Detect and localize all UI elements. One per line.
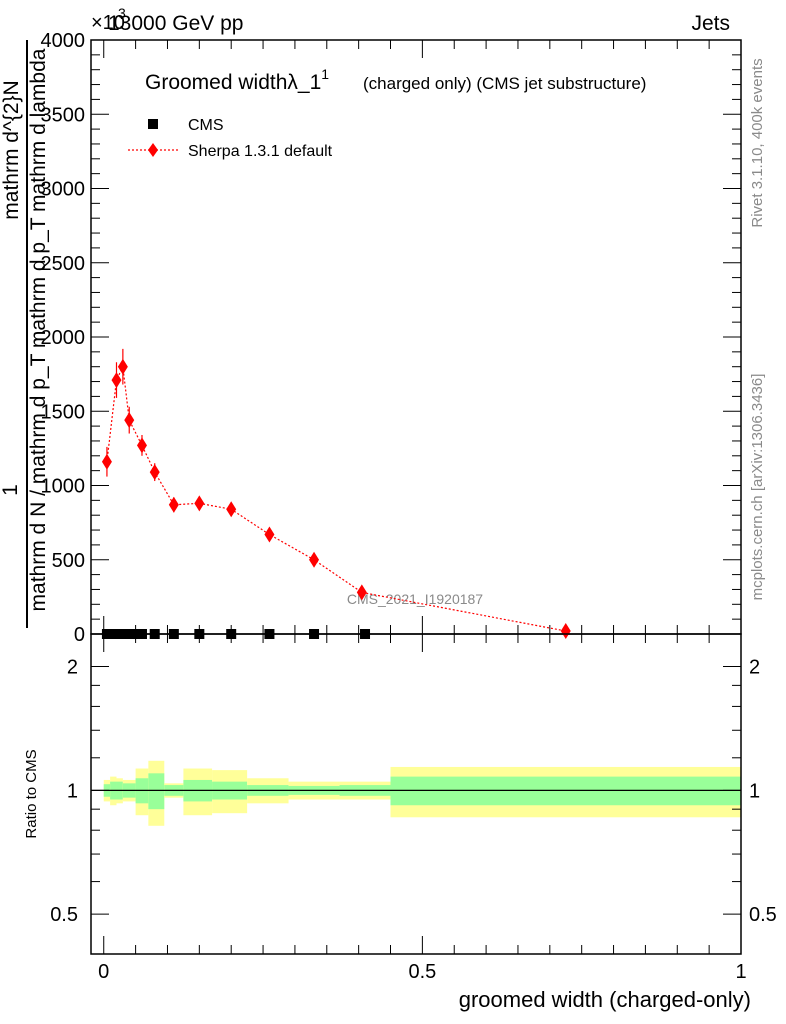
legend-diamond-marker <box>148 143 158 157</box>
ratio-y-axis: 0.5 0.5 1 1 2 2 <box>50 657 777 927</box>
ratio-ytick-label-right: 0.5 <box>749 904 777 926</box>
ratio-ytick-label-right: 2 <box>749 657 760 679</box>
legend-label-sherpa: Sherpa 1.3.1 default <box>188 143 333 160</box>
ratio-ylabel: Ratio to CMS <box>23 749 40 838</box>
main-ytick-label: 1500 <box>41 401 86 423</box>
legend-entry-cms: CMS <box>148 117 224 134</box>
exponent-prefix: ×10 <box>91 12 125 34</box>
main-ytick-label: 2000 <box>41 327 86 349</box>
ratio-band-inner <box>148 773 165 810</box>
main-ytick-label: 2500 <box>41 253 86 275</box>
ylabel-numerator: mathrm d^{2}N <box>0 80 23 219</box>
main-ytick-label: 500 <box>52 550 85 572</box>
main-panel: 0 500 1000 1500 2000 2500 3000 3500 4000 CMS_202… <box>41 30 742 646</box>
sherpa-data-point <box>111 372 122 389</box>
mcplots-credit-label: mcplots.cern.ch [arXiv:1306.3436] <box>749 374 766 601</box>
sherpa-data-point <box>101 453 112 470</box>
sherpa-data-point <box>264 526 275 543</box>
sherpa-data-point <box>149 464 160 481</box>
sherpa-data-point <box>560 623 571 640</box>
legend-square-marker <box>148 119 158 129</box>
main-y-axis: 0 500 1000 1500 2000 2500 3000 3500 4000 <box>41 30 741 646</box>
sherpa-data-point <box>168 496 179 513</box>
ylabel-prefix: 1 <box>0 484 22 496</box>
sherpa-data-point <box>226 501 237 518</box>
main-ylabel: 1 mathrm d^{2}N mathrm d N / mathrm d p_… <box>0 40 50 628</box>
legend-label-cms: CMS <box>188 117 224 134</box>
ratio-ytick-label: 0.5 <box>50 904 78 926</box>
ratio-ytick-label: 1 <box>67 780 78 802</box>
legend-entry-sherpa: Sherpa 1.3.1 default <box>128 143 333 160</box>
ratio-ytick-label-right: 1 <box>749 780 760 802</box>
sherpa-data-point <box>117 358 128 375</box>
rivet-version-label: Rivet 3.1.10, 400k events <box>749 58 766 227</box>
main-ytick-label: 1000 <box>41 476 86 498</box>
main-ytick-label: 0 <box>74 624 85 646</box>
ratio-frame <box>90 633 742 955</box>
chart-title: Groomed widthλ_11 <box>145 66 329 94</box>
main-ytick-label: 3000 <box>41 179 86 201</box>
chart-subtitle: (charged only) (CMS jet substructure) <box>363 74 646 93</box>
sherpa-data-point <box>194 495 205 512</box>
ylabel-denominator: mathrm d N / mathrm d p_T mathrm d p_T m… <box>27 48 50 611</box>
sherpa-data-point <box>136 437 147 454</box>
main-ytick-label: 3500 <box>41 104 86 126</box>
x-axis-label: groomed width (charged-only) <box>459 987 751 1012</box>
chart-title-main: Groomed widthλ_1 <box>145 71 321 94</box>
legend: CMS Sherpa 1.3.1 default <box>128 117 333 160</box>
category-label: Jets <box>691 12 730 35</box>
ratio-x-axis: 0 0.5 1 <box>98 634 747 983</box>
exponent-value: 3 <box>118 5 126 21</box>
chart-title-sup: 1 <box>321 66 329 82</box>
ratio-xtick-label: 1 <box>735 961 746 983</box>
ratio-ytick-label: 2 <box>67 657 78 679</box>
ratio-xtick-label: 0 <box>98 961 109 983</box>
analysis-watermark: CMS_2021_I1920187 <box>347 591 483 607</box>
sherpa-data-point <box>356 584 367 601</box>
sherpa-data-point <box>309 551 320 568</box>
sherpa-data-point <box>124 412 135 429</box>
energy-label: 13000 GeV pp <box>108 12 243 35</box>
ratio-panel: 0.5 0.51 12 2 0 0.5 1 Ratio to CMS groomed wi… <box>23 633 777 1012</box>
sherpa-line <box>106 364 566 632</box>
main-ytick-label: 4000 <box>41 30 86 52</box>
ratio-bands <box>103 760 741 826</box>
ratio-xtick-label: 0.5 <box>408 961 436 983</box>
sherpa-series <box>101 348 571 640</box>
